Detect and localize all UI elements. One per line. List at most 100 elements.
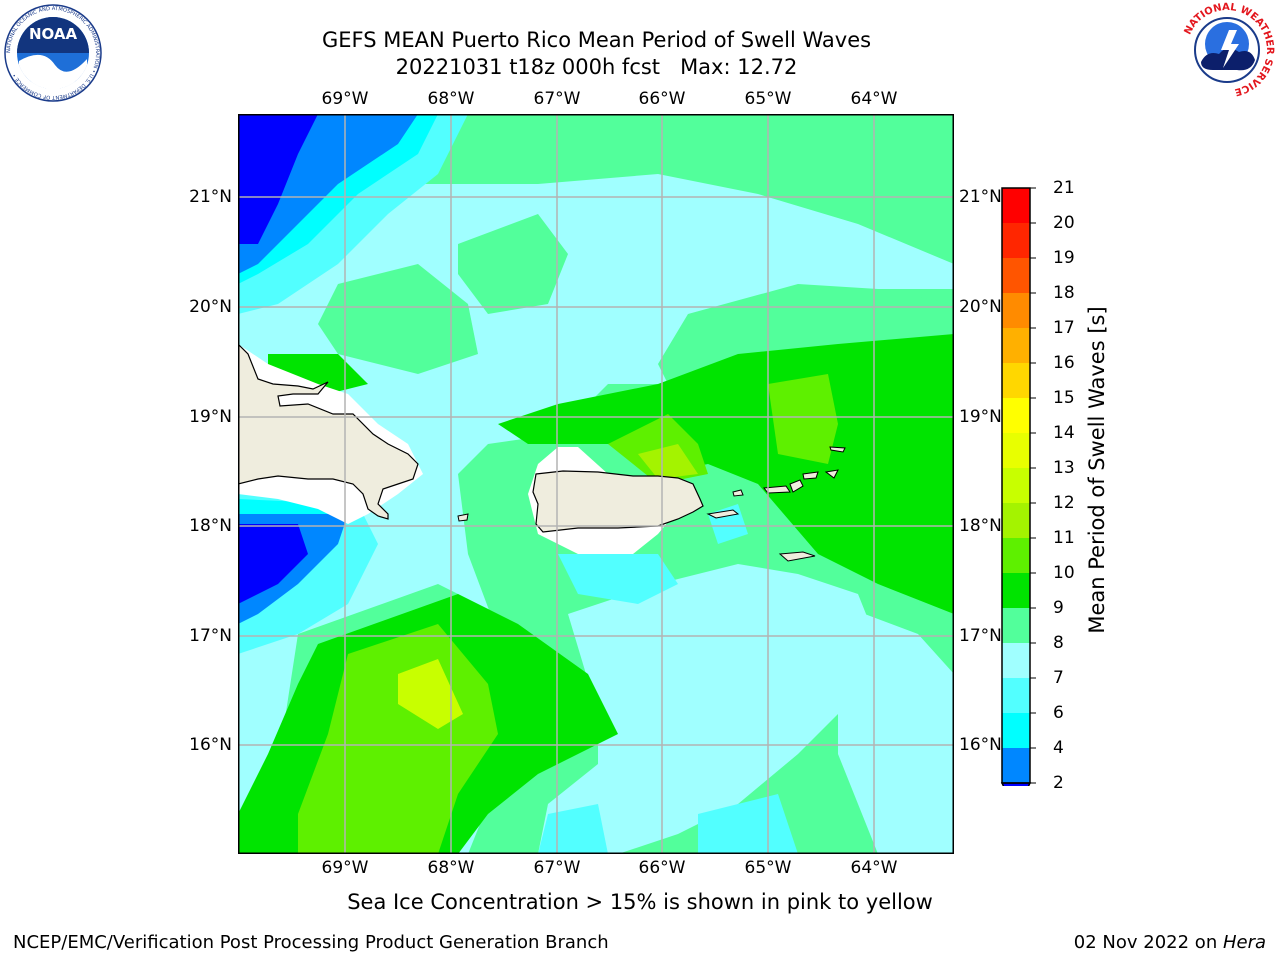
field-10-11-north: [498, 334, 954, 614]
lon-label-bottom-65w: 65°W: [744, 858, 792, 878]
land-hispaniola: [237, 342, 419, 520]
colorbar-label-4: 4: [1053, 738, 1064, 758]
colorbar-label-12: 12: [1053, 493, 1075, 513]
colorbar-segment-6: [1002, 573, 1030, 608]
colorbar-label-21: 21: [1053, 178, 1075, 198]
colorbar-label-11: 11: [1053, 528, 1075, 548]
colorbar-segment-9: [1002, 468, 1030, 503]
colorbar-frame: [1001, 187, 1031, 784]
lat-label-left-21n: 21°N: [189, 187, 232, 207]
lat-label-right-18n: 18°N: [959, 516, 1002, 536]
colorbar-segment-4: [1002, 643, 1030, 678]
map-panel: [237, 114, 954, 854]
colorbar-label-19: 19: [1053, 248, 1075, 268]
nws-logo-icon: NATIONAL WEATHER SERVICE: [1177, 0, 1277, 100]
footer-host: Hera: [1222, 932, 1266, 953]
noaa-logo-text: NOAA: [29, 25, 78, 43]
lon-label-bottom-68w: 68°W: [427, 858, 475, 878]
noaa-logo-icon: NOAA NATIONAL OCEANIC AND ATMOSPHERIC AD…: [3, 3, 103, 103]
lon-label-top-66w: 66°W: [638, 89, 686, 109]
colorbar-label-16: 16: [1053, 353, 1075, 373]
land-mona: [457, 513, 469, 522]
colorbar-label-15: 15: [1053, 388, 1075, 408]
lat-label-left-18n: 18°N: [189, 516, 232, 536]
colorbar-label-2: 2: [1053, 773, 1064, 793]
field-11-12-east: [768, 374, 838, 464]
lon-label-top-68w: 68°W: [427, 89, 475, 109]
map-gridlines: [238, 114, 954, 854]
colorbar-title: Mean Period of Swell Waves [s]: [1085, 306, 1109, 634]
lon-label-bottom-69w: 69°W: [321, 858, 369, 878]
colorbar-label-9: 9: [1053, 598, 1064, 618]
lon-label-bottom-64w: 64°W: [850, 858, 898, 878]
colorbar: [1000, 186, 1040, 815]
field-9-10-west: [318, 264, 478, 374]
colorbar-label-10: 10: [1053, 563, 1075, 583]
land-st-thomas: [763, 485, 791, 494]
lat-label-right-19n: 19°N: [959, 407, 1002, 427]
land-culebra: [732, 489, 744, 497]
field-7-8-pr-south: [558, 554, 678, 604]
lat-label-right-17n: 17°N: [959, 626, 1002, 646]
footer-date-text: 02 Nov 2022 on: [1073, 932, 1223, 953]
land-virgin-gorda: [824, 469, 839, 479]
field-2-4-west: [238, 524, 308, 604]
colorbar-label-18: 18: [1053, 283, 1075, 303]
colorbar-label-7: 7: [1053, 668, 1064, 688]
footer-date: 02 Nov 2022 on Hera: [1074, 932, 1266, 953]
colorbar-segment-13: [1002, 328, 1030, 363]
lon-label-top-65w: 65°W: [744, 89, 792, 109]
colorbar-segment-10: [1002, 433, 1030, 468]
colorbar-label-14: 14: [1053, 423, 1075, 443]
colorbar-segment-14: [1002, 293, 1030, 328]
lat-label-left-16n: 16°N: [189, 735, 232, 755]
colorbar-segment-11: [1002, 398, 1030, 433]
field-7-8-south: [538, 804, 608, 854]
colorbar-segment-8: [1002, 503, 1030, 538]
footer-credit: NCEP/EMC/Verification Post Processing Pr…: [13, 932, 609, 953]
colorbar-segment-17: [1002, 188, 1030, 223]
field-2-4-nw: [238, 114, 318, 244]
colorbar-label-20: 20: [1053, 213, 1075, 233]
colorbar-label-8: 8: [1053, 633, 1064, 653]
lon-label-top-69w: 69°W: [321, 89, 369, 109]
lat-label-right-16n: 16°N: [959, 735, 1002, 755]
lon-label-bottom-67w: 67°W: [533, 858, 581, 878]
colorbar-label-17: 17: [1053, 318, 1075, 338]
lat-label-left-19n: 19°N: [189, 407, 232, 427]
colorbar-label-13: 13: [1053, 458, 1075, 478]
field-8-9-southeast: [838, 604, 954, 854]
land-tortola: [802, 471, 819, 480]
map-title-line2: 20221031 t18z 000h fcst Max: 12.72: [395, 55, 798, 79]
map-title-line1: GEFS MEAN Puerto Rico Mean Period of Swe…: [321, 28, 872, 52]
lon-label-bottom-66w: 66°W: [638, 858, 686, 878]
colorbar-segment-3: [1002, 678, 1030, 713]
field-7-8-se: [698, 794, 798, 854]
lon-label-top-64w: 64°W: [850, 89, 898, 109]
land-vieques: [706, 509, 740, 519]
land-puerto-rico: [532, 470, 704, 533]
colorbar-label-6: 6: [1053, 703, 1064, 723]
land-anegada: [829, 446, 846, 453]
colorbar-segment-7: [1002, 538, 1030, 573]
lat-label-right-20n: 20°N: [959, 297, 1002, 317]
sea-ice-note: Sea Ice Concentration > 15% is shown in …: [347, 890, 933, 914]
lat-label-right-21n: 21°N: [959, 187, 1002, 207]
field-12-13-south: [398, 659, 463, 729]
colorbar-svg: [1000, 187, 1036, 815]
lat-label-left-17n: 17°N: [189, 626, 232, 646]
land-st-john: [789, 479, 804, 493]
colorbar-segment-2: [1002, 713, 1030, 748]
lat-label-left-20n: 20°N: [189, 297, 232, 317]
map-frame: [238, 114, 954, 854]
colorbar-segment-12: [1002, 363, 1030, 398]
land-st-croix: [778, 551, 816, 562]
colorbar-segment-5: [1002, 608, 1030, 643]
colorbar-segment-1: [1002, 748, 1030, 783]
field-12-13-north: [638, 444, 698, 479]
field-9-10-north: [458, 214, 568, 314]
swell-period-contour-map: [237, 114, 954, 854]
lon-label-top-67w: 67°W: [533, 89, 581, 109]
colorbar-segment-16: [1002, 223, 1030, 258]
colorbar-segment-15: [1002, 258, 1030, 293]
